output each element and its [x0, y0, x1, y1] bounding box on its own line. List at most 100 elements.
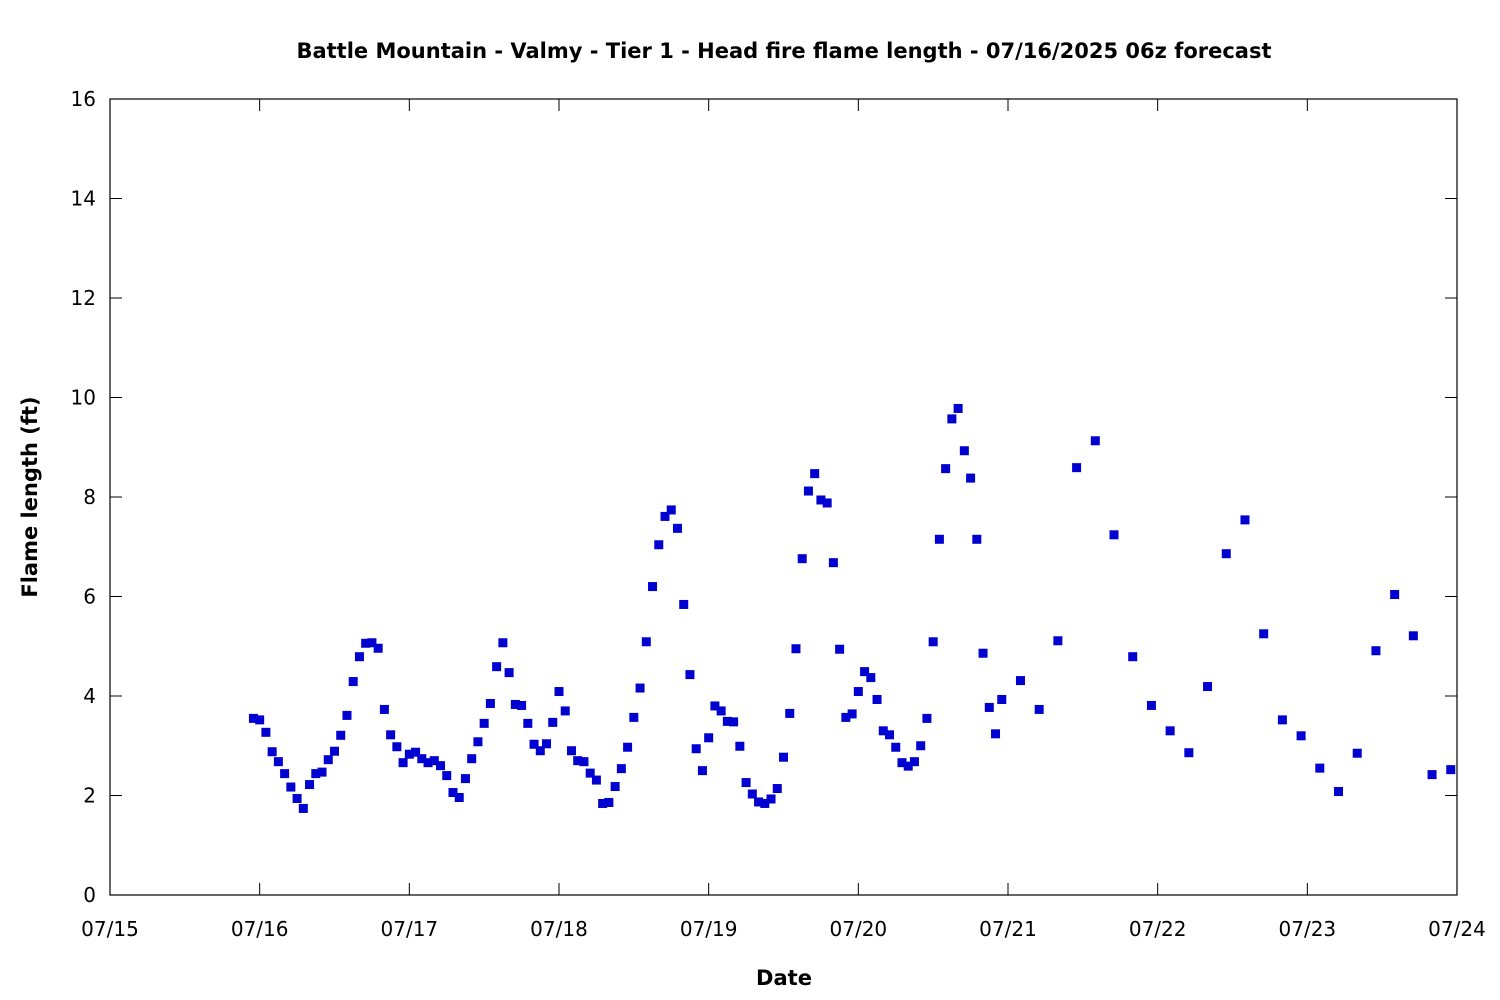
data-point	[305, 780, 315, 790]
data-point	[1053, 636, 1063, 646]
data-point	[1090, 436, 1100, 446]
data-point	[747, 789, 757, 799]
data-point	[691, 744, 701, 754]
data-point	[261, 727, 271, 737]
data-point	[255, 715, 265, 725]
data-point	[716, 706, 726, 716]
data-point	[548, 717, 558, 727]
data-point	[361, 638, 371, 648]
data-point	[623, 742, 633, 752]
data-point	[1034, 704, 1044, 714]
data-point	[535, 746, 545, 756]
data-point	[373, 643, 383, 653]
y-tick-label: 8	[83, 485, 96, 509]
data-point	[816, 495, 826, 505]
data-point	[654, 540, 664, 550]
data-point	[1371, 646, 1381, 656]
data-point	[909, 757, 919, 767]
data-point	[454, 792, 464, 802]
data-point	[292, 793, 302, 803]
x-tick-label: 07/20	[830, 917, 888, 941]
data-point	[286, 782, 296, 792]
data-point	[485, 698, 495, 708]
data-point	[323, 755, 333, 765]
data-point	[978, 648, 988, 658]
data-point	[841, 712, 851, 722]
data-point	[791, 644, 801, 654]
data-point	[810, 469, 820, 479]
data-point	[504, 668, 514, 678]
data-point	[398, 758, 408, 768]
data-point	[972, 534, 982, 544]
data-point	[280, 769, 290, 779]
data-point	[1277, 715, 1287, 725]
data-point	[704, 733, 714, 743]
data-point	[866, 673, 876, 683]
data-point	[934, 534, 944, 544]
data-point	[610, 782, 620, 792]
data-point	[797, 554, 807, 564]
x-tick-label: 07/19	[680, 917, 738, 941]
data-point	[1165, 726, 1175, 736]
data-point	[847, 709, 857, 719]
data-point	[367, 638, 377, 648]
data-point	[1446, 765, 1456, 775]
data-point	[760, 798, 770, 808]
data-point	[442, 771, 452, 781]
y-tick-label: 0	[83, 883, 96, 907]
y-tick-label: 6	[83, 585, 96, 609]
data-point	[872, 694, 882, 704]
data-point	[392, 742, 402, 752]
data-point	[573, 756, 583, 766]
data-point	[436, 761, 446, 771]
data-point	[560, 706, 570, 716]
y-tick-label: 16	[71, 87, 96, 111]
data-point	[860, 667, 870, 677]
y-tick-label: 4	[83, 684, 96, 708]
data-point	[853, 687, 863, 697]
data-point	[735, 741, 745, 751]
data-point	[1408, 631, 1418, 641]
data-point	[941, 464, 951, 474]
data-point	[1221, 549, 1231, 559]
data-point	[916, 741, 926, 751]
data-point	[423, 758, 433, 768]
data-point	[517, 700, 527, 710]
data-point	[779, 752, 788, 762]
data-point	[953, 403, 963, 413]
data-point	[1184, 748, 1194, 758]
data-point	[766, 794, 776, 804]
data-point	[959, 446, 969, 456]
data-point	[448, 788, 458, 798]
data-point	[317, 767, 327, 777]
data-point	[417, 754, 427, 764]
data-point	[1259, 629, 1269, 639]
data-point	[785, 708, 795, 718]
x-tick-label: 07/15	[81, 917, 139, 941]
data-point	[1240, 515, 1250, 525]
data-point	[273, 757, 283, 767]
x-tick-label: 07/22	[1129, 917, 1187, 941]
data-point	[822, 498, 832, 508]
data-point	[523, 718, 533, 728]
x-tick-label: 07/24	[1428, 917, 1486, 941]
data-point	[330, 746, 339, 756]
x-tick-label: 07/21	[979, 917, 1037, 941]
data-point	[903, 761, 913, 771]
x-tick-label: 07/17	[381, 917, 439, 941]
data-point	[492, 662, 502, 672]
data-point	[616, 764, 626, 774]
data-point	[460, 774, 470, 784]
data-point	[1352, 748, 1362, 758]
data-point	[922, 713, 932, 723]
data-point	[1203, 682, 1213, 692]
data-point	[604, 797, 614, 807]
data-point	[885, 730, 895, 740]
y-tick-label: 12	[71, 286, 96, 310]
data-point	[679, 599, 689, 609]
data-point	[897, 758, 907, 768]
plot-frame	[109, 98, 1458, 896]
data-point	[697, 766, 707, 776]
data-point	[267, 747, 277, 757]
